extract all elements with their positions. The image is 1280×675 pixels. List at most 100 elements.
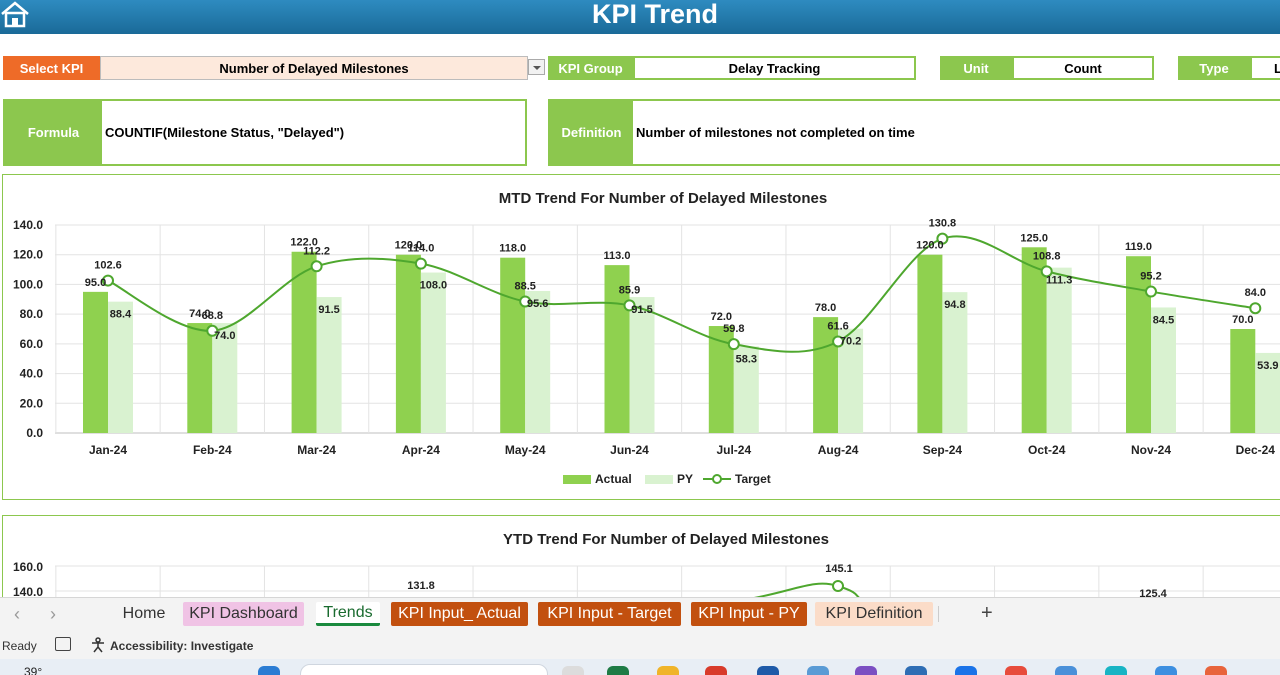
bar-actual	[1230, 329, 1256, 433]
file-explorer-icon[interactable]	[657, 666, 679, 675]
data-label-target: 61.6	[827, 320, 848, 332]
data-label-py: 88.4	[110, 309, 132, 321]
app-icon[interactable]	[955, 666, 977, 675]
data-label-actual: 78.0	[815, 302, 836, 314]
status-bar: Ready Accessibility: Investigate	[0, 631, 1280, 659]
bar-actual	[500, 257, 526, 433]
data-label-target: 84.0	[1245, 287, 1266, 299]
chart-legend: Actual PY Target	[563, 472, 771, 486]
kpi-group-label: KPI Group	[548, 56, 633, 80]
legend-label: Target	[735, 472, 771, 486]
y-tick-label: 0.0	[26, 426, 43, 440]
data-label-py: 58.3	[736, 353, 757, 365]
x-tick-label: Oct-24	[1028, 443, 1066, 457]
scroll-right-icon[interactable]: ›	[50, 604, 56, 624]
chevron-down-icon[interactable]	[528, 59, 545, 75]
app-icon[interactable]	[705, 666, 727, 675]
app-icon[interactable]	[905, 666, 927, 675]
app-icon[interactable]	[1205, 666, 1227, 675]
add-sheet-button[interactable]: +	[981, 602, 993, 624]
data-label-py: 91.5	[318, 304, 339, 316]
bar-actual	[813, 317, 839, 433]
bar-py	[108, 301, 133, 433]
target-point	[1145, 285, 1157, 298]
formula-label: Formula	[5, 101, 102, 164]
x-tick-label: Jun-24	[610, 443, 649, 457]
target-point	[1040, 265, 1053, 278]
data-label-actual: 113.0	[604, 250, 631, 262]
x-tick-label: May-24	[505, 443, 546, 457]
app-icon[interactable]	[1055, 666, 1077, 675]
y-tick-label: 120.0	[13, 248, 43, 262]
bar-py	[420, 272, 446, 433]
macro-recorder-icon[interactable]	[55, 637, 71, 651]
data-label-actual: 118.0	[499, 243, 526, 255]
bar-actual	[187, 323, 213, 433]
data-label-actual: 74.0	[189, 308, 210, 320]
bar-py	[212, 323, 238, 433]
bar-actual	[917, 254, 943, 433]
mtd-chart-panel[interactable]: MTD Trend For Number of Delayed Mileston…	[2, 174, 1280, 500]
target-point	[936, 232, 949, 245]
tab-trends[interactable]: Trends	[316, 602, 380, 626]
task-view-icon[interactable]	[562, 666, 584, 675]
notification-icon[interactable]	[1005, 666, 1027, 675]
bar-py	[733, 346, 759, 433]
app-icon[interactable]	[757, 666, 779, 675]
data-label-actual: 119.0	[1125, 241, 1152, 253]
bar-actual	[291, 251, 317, 433]
type-label: Type	[1178, 56, 1250, 80]
data-label-actual: 70.0	[1232, 314, 1253, 326]
tab-kpi-input-py[interactable]: KPI Input - PY	[691, 602, 807, 626]
app-icon[interactable]	[807, 666, 829, 675]
data-label-py: 111.3	[1046, 275, 1072, 287]
accessibility-status[interactable]: Accessibility: Investigate	[110, 639, 254, 653]
x-tick-label: Apr-24	[402, 443, 440, 457]
unit-label: Unit	[940, 56, 1012, 80]
bar-py	[1046, 267, 1072, 433]
tab-kpi-input-actual[interactable]: KPI Input_ Actual	[391, 602, 528, 626]
definition-value: Number of milestones not completed on ti…	[636, 125, 915, 140]
accessibility-icon[interactable]	[90, 637, 106, 653]
target-point	[102, 274, 114, 287]
data-label-py: 91.5	[631, 304, 652, 316]
x-tick-label: Mar-24	[297, 443, 336, 457]
app-icon[interactable]	[1105, 666, 1127, 675]
data-label-actual: 95.0	[85, 277, 106, 289]
excel-icon[interactable]	[607, 666, 629, 675]
tab-home[interactable]: Home	[122, 605, 166, 622]
app-icon[interactable]	[855, 666, 877, 675]
data-label: 131.8	[407, 580, 435, 592]
home-icon[interactable]	[0, 0, 30, 30]
data-label-target: 112.2	[303, 245, 330, 257]
ytd-chart: YTD Trend For Number of Delayed Mileston…	[13, 531, 1280, 634]
data-label-actual: 120.0	[395, 240, 423, 252]
data-label-py: 94.8	[944, 299, 965, 311]
data-label: 145.1	[825, 563, 853, 575]
y-tick-label: 60.0	[20, 337, 44, 351]
tab-kpi-definition[interactable]: KPI Definition	[815, 602, 933, 626]
x-tick-label: Sep-24	[923, 443, 963, 457]
definition-box: Definition Number of milestones not comp…	[548, 99, 1280, 166]
x-tick-label: Feb-24	[193, 443, 232, 457]
scroll-left-icon[interactable]: ‹	[14, 604, 20, 624]
weather-temperature[interactable]: 39°	[24, 665, 43, 675]
tab-kpi-dashboard[interactable]: KPI Dashboard	[183, 602, 304, 626]
target-point	[414, 257, 427, 270]
legend-swatch-actual	[563, 475, 591, 484]
y-tick-label: 140.0	[13, 218, 43, 232]
taskbar-search[interactable]	[300, 664, 548, 675]
x-tick-label: Nov-24	[1131, 443, 1171, 457]
data-label-py: 53.9	[1257, 360, 1278, 372]
target-point	[310, 260, 323, 273]
tab-kpi-input-target[interactable]: KPI Input - Target	[538, 602, 681, 626]
start-icon[interactable]	[258, 666, 280, 675]
target-point	[727, 338, 740, 351]
tab-divider	[938, 606, 939, 622]
target-point	[623, 299, 636, 312]
app-icon[interactable]	[1155, 666, 1177, 675]
data-label-py: 95.6	[527, 298, 548, 310]
select-kpi-field[interactable]: Number of Delayed Milestones	[100, 56, 528, 80]
target-point	[519, 295, 532, 308]
